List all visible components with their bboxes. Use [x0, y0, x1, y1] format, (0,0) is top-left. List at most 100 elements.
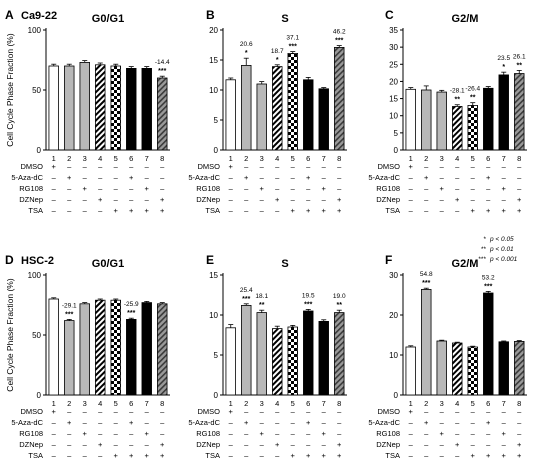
- percent-change-label: -28.1: [450, 88, 465, 95]
- treatment-row-label: 5-Aza-dC: [11, 173, 43, 182]
- treatment-symbol: –: [486, 440, 491, 449]
- treatment-symbol: –: [98, 184, 103, 193]
- significance-stars: **: [470, 95, 476, 102]
- treatment-symbol: +: [455, 440, 460, 449]
- treatment-symbol: –: [455, 206, 460, 215]
- x-tick-label: 4: [98, 154, 102, 163]
- treatment-symbol: –: [291, 195, 296, 204]
- treatment-symbol: +: [471, 206, 476, 215]
- treatment-symbol: +: [114, 451, 119, 460]
- treatment-symbol: –: [409, 173, 414, 182]
- treatment-symbol: –: [409, 195, 414, 204]
- chart-panel-A: A Ca9-22 G0/G1 Cell Cycle Phase Fraction (%…: [5, 8, 170, 215]
- treatment-symbol: +: [291, 206, 296, 215]
- y-tick-label: 5: [394, 129, 399, 138]
- x-tick-label: 6: [306, 399, 310, 408]
- treatment-symbol: –: [322, 418, 327, 427]
- significance-stars: ***: [65, 311, 73, 318]
- treatment-symbol: –: [409, 184, 414, 193]
- y-tick-label: 5: [214, 116, 219, 125]
- treatment-symbol: –: [424, 184, 429, 193]
- treatment-symbol: –: [275, 184, 280, 193]
- treatment-symbol: –: [244, 440, 249, 449]
- x-tick-label: 5: [471, 399, 475, 408]
- treatment-row-label: RG108: [196, 429, 220, 438]
- bar: [405, 346, 416, 396]
- treatment-symbol: –: [145, 418, 150, 427]
- treatment-symbol: –: [83, 206, 88, 215]
- y-tick-label: 50: [32, 86, 41, 95]
- treatment-symbol: +: [229, 407, 234, 416]
- bar: [79, 62, 90, 151]
- treatment-symbol: –: [291, 184, 296, 193]
- treatment-symbol: –: [440, 173, 445, 182]
- treatment-symbol: –: [67, 206, 72, 215]
- y-tick-label: 25: [389, 60, 398, 69]
- treatment-symbol: –: [440, 206, 445, 215]
- treatment-symbol: +: [322, 184, 327, 193]
- treatment-symbol: –: [440, 195, 445, 204]
- treatment-symbol: –: [440, 162, 445, 171]
- phase-title: G2/M: [452, 13, 479, 25]
- treatment-symbol: +: [260, 184, 265, 193]
- x-tick-label: 7: [145, 154, 149, 163]
- treatment-symbol: –: [322, 195, 327, 204]
- bar: [225, 327, 236, 396]
- legend-text: p < 0.001: [489, 256, 518, 263]
- treatment-symbol: –: [306, 429, 311, 438]
- treatment-row-label: DMSO: [378, 162, 401, 171]
- x-tick-label: 3: [260, 399, 264, 408]
- treatment-symbol: –: [471, 184, 476, 193]
- treatment-symbol: –: [52, 440, 57, 449]
- treatment-symbol: –: [244, 195, 249, 204]
- treatment-symbol: –: [409, 451, 414, 460]
- treatment-symbol: +: [337, 206, 342, 215]
- percent-change-label: 20.6: [240, 41, 253, 48]
- bar: [421, 89, 432, 151]
- legend-text: p < 0.05: [489, 236, 514, 243]
- treatment-symbol: –: [471, 195, 476, 204]
- treatment-symbol: –: [275, 206, 280, 215]
- treatment-symbol: –: [291, 440, 296, 449]
- treatment-symbol: +: [322, 429, 327, 438]
- x-tick-label: 5: [471, 154, 475, 163]
- treatment-symbol: –: [98, 429, 103, 438]
- y-tick-label: 20: [389, 311, 398, 320]
- significance-stars: **: [337, 302, 343, 309]
- significance-stars: ***: [289, 44, 297, 51]
- treatment-symbol: +: [160, 451, 165, 460]
- treatment-symbol: –: [98, 451, 103, 460]
- treatment-symbol: –: [260, 162, 265, 171]
- treatment-symbol: –: [275, 429, 280, 438]
- treatment-symbol: +: [337, 440, 342, 449]
- treatment-row-label: RG108: [196, 184, 220, 193]
- treatment-symbol: +: [129, 451, 134, 460]
- significance-stars: **: [517, 62, 523, 69]
- treatment-symbol: +: [517, 206, 522, 215]
- treatment-row-label: TSA: [385, 451, 400, 460]
- treatment-symbol: +: [486, 173, 491, 182]
- treatment-symbol: –: [291, 429, 296, 438]
- treatment-symbol: –: [229, 195, 234, 204]
- bar: [436, 91, 447, 151]
- percent-change-label: -26.4: [465, 86, 480, 93]
- treatment-symbol: –: [260, 407, 265, 416]
- treatment-symbol: –: [145, 195, 150, 204]
- treatment-row-label: RG108: [376, 184, 400, 193]
- treatment-symbol: –: [337, 407, 342, 416]
- treatment-symbol: +: [114, 206, 119, 215]
- treatment-symbol: –: [244, 429, 249, 438]
- bar: [498, 74, 509, 151]
- treatment-symbol: –: [129, 184, 134, 193]
- x-tick-label: 4: [455, 399, 459, 408]
- significance-stars: ***: [158, 68, 166, 75]
- treatment-symbol: –: [52, 418, 57, 427]
- treatment-symbol: –: [275, 173, 280, 182]
- treatment-symbol: –: [471, 407, 476, 416]
- treatment-row-label: DZNep: [19, 440, 43, 449]
- treatment-symbol: +: [517, 440, 522, 449]
- treatment-row-label: DZNep: [19, 195, 43, 204]
- treatment-symbol: +: [244, 173, 249, 182]
- x-tick-label: 6: [129, 399, 133, 408]
- treatment-symbol: +: [502, 451, 507, 460]
